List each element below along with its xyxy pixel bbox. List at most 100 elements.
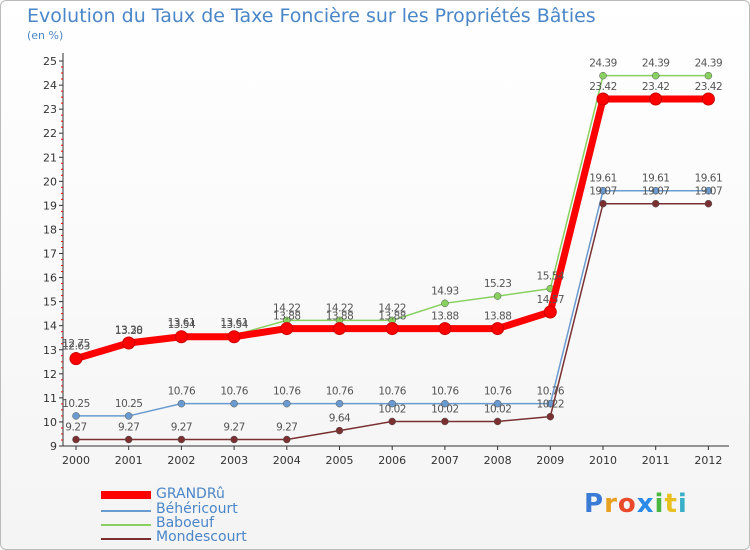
y-tick-label: 14 xyxy=(43,320,57,333)
series-point-3 xyxy=(652,200,659,207)
y-tick-label: 21 xyxy=(43,151,57,164)
data-label-3: 9.27 xyxy=(223,422,244,434)
data-label-2: 14.93 xyxy=(431,285,459,297)
data-label-1: 10.76 xyxy=(378,386,406,398)
data-label-3: 9.27 xyxy=(118,422,139,434)
legend-swatch-baboeuf xyxy=(101,524,151,526)
data-label-0: 14.57 xyxy=(537,294,565,306)
y-tick-label: 23 xyxy=(43,103,57,116)
series-point-3 xyxy=(231,436,238,443)
data-label-2: 13.61 xyxy=(220,317,248,329)
data-label-2: 24.39 xyxy=(589,58,617,70)
data-label-1: 19.61 xyxy=(695,173,723,185)
data-label-3: 19.07 xyxy=(642,186,670,198)
data-label-2: 12.75 xyxy=(62,338,90,350)
series-point-1 xyxy=(231,400,238,407)
data-label-2: 24.39 xyxy=(695,58,723,70)
data-label-1: 10.76 xyxy=(273,386,301,398)
data-label-1: 10.76 xyxy=(220,386,248,398)
data-label-2: 15.23 xyxy=(484,278,512,290)
data-label-3: 19.07 xyxy=(589,186,617,198)
data-label-1: 10.76 xyxy=(326,386,354,398)
series-point-0 xyxy=(597,93,609,105)
line-chart: 9101112131415161718192021222324252000 200… xyxy=(1,1,749,549)
y-tick-label: 9 xyxy=(50,440,57,453)
proxiti-logo: Proxiti xyxy=(584,489,688,519)
data-label-2: 13.61 xyxy=(168,317,196,329)
y-tick-label: 17 xyxy=(43,248,57,261)
data-label-2: 14.22 xyxy=(273,302,301,314)
series-point-0 xyxy=(334,323,346,335)
data-label-1: 19.61 xyxy=(589,173,617,185)
series-point-3 xyxy=(178,436,185,443)
legend-swatch-grandru xyxy=(101,491,151,499)
series-point-3 xyxy=(705,200,712,207)
data-label-0: 23.42 xyxy=(642,81,670,93)
data-label-0: 23.42 xyxy=(589,81,617,93)
data-label-2: 14.22 xyxy=(378,302,406,314)
series-point-3 xyxy=(73,436,80,443)
legend-label-grandru: GRANDRû xyxy=(156,486,225,502)
series-point-3 xyxy=(283,436,290,443)
x-tick-label: 2010 xyxy=(589,454,617,467)
x-tick-label: 2008 xyxy=(484,454,512,467)
series-point-2 xyxy=(705,72,712,79)
series-point-0 xyxy=(439,323,451,335)
legend-swatch-behericourt xyxy=(101,510,151,512)
x-tick-label: 2006 xyxy=(378,454,406,467)
x-tick-label: 2011 xyxy=(642,454,670,467)
y-tick-label: 12 xyxy=(43,368,57,381)
x-tick-label: 2002 xyxy=(167,454,195,467)
x-tick-label: 2003 xyxy=(220,454,248,467)
data-label-0: 13.88 xyxy=(484,311,512,323)
series-point-0 xyxy=(492,323,504,335)
data-label-3: 9.27 xyxy=(65,422,86,434)
series-point-0 xyxy=(702,93,714,105)
data-label-3: 9.27 xyxy=(171,422,192,434)
series-point-3 xyxy=(336,427,343,434)
y-tick-label: 11 xyxy=(43,392,57,405)
data-label-2: 15.54 xyxy=(537,271,565,283)
series-point-0 xyxy=(175,331,187,343)
series-point-0 xyxy=(281,323,293,335)
data-label-3: 19.07 xyxy=(695,186,723,198)
series-point-0 xyxy=(70,353,82,365)
y-tick-label: 13 xyxy=(43,344,57,357)
series-point-2 xyxy=(652,72,659,79)
series-point-1 xyxy=(73,412,80,419)
series-point-3 xyxy=(547,413,554,420)
data-label-2: 14.22 xyxy=(326,302,354,314)
data-label-1: 10.76 xyxy=(537,386,565,398)
data-label-1: 10.76 xyxy=(168,386,196,398)
data-label-0: 23.42 xyxy=(695,81,723,93)
x-tick-label: 2005 xyxy=(326,454,354,467)
data-label-1: 10.25 xyxy=(62,398,90,410)
data-label-2: 24.39 xyxy=(642,58,670,70)
data-label-1: 10.76 xyxy=(484,386,512,398)
y-tick-label: 25 xyxy=(43,55,57,68)
x-tick-label: 2001 xyxy=(115,454,143,467)
y-tick-label: 15 xyxy=(43,296,57,309)
data-label-3: 9.27 xyxy=(276,422,297,434)
data-label-3: 10.02 xyxy=(378,403,406,415)
data-label-1: 10.76 xyxy=(431,386,459,398)
series-point-1 xyxy=(125,412,132,419)
series-point-0 xyxy=(650,93,662,105)
series-point-0 xyxy=(544,306,556,318)
data-label-2: 13.30 xyxy=(115,325,143,337)
legend-label-mondescourt: Mondescourt xyxy=(156,529,247,545)
data-label-3: 10.02 xyxy=(484,403,512,415)
series-point-1 xyxy=(283,400,290,407)
y-tick-label: 19 xyxy=(43,199,57,212)
series-point-1 xyxy=(336,400,343,407)
data-label-1: 19.61 xyxy=(642,173,670,185)
data-label-0: 13.88 xyxy=(431,311,459,323)
series-point-2 xyxy=(600,72,607,79)
x-tick-label: 2007 xyxy=(431,454,459,467)
series-point-0 xyxy=(228,331,240,343)
data-label-3: 10.02 xyxy=(431,403,459,415)
y-tick-label: 16 xyxy=(43,272,57,285)
series-point-1 xyxy=(178,400,185,407)
y-tick-label: 24 xyxy=(43,79,57,92)
series-point-2 xyxy=(494,293,501,300)
